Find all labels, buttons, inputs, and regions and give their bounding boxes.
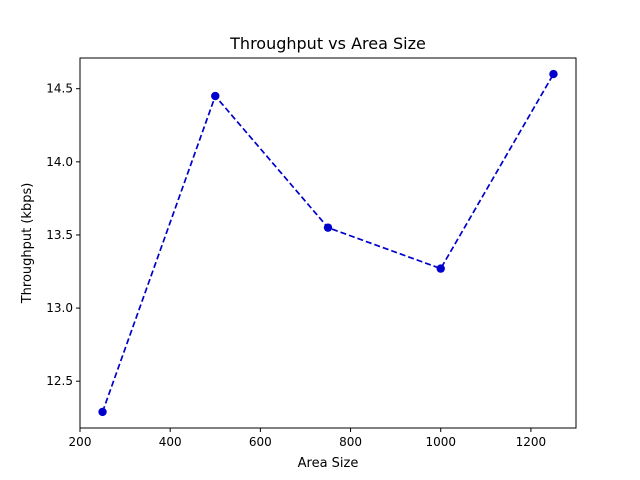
x-axis-label: Area Size: [298, 456, 359, 471]
y-axis-label: Throughput (kbps): [20, 183, 35, 305]
data-point-marker: [323, 223, 333, 232]
plot-area: 200 400 600 800 1000 1200 12.5 13.0 13.5 14.0 14.…: [46, 57, 577, 449]
y-tick-label: 14.0: [46, 155, 73, 169]
y-tick-label: 13.0: [46, 301, 73, 315]
data-point-marker: [549, 69, 558, 79]
plot-frame: [79, 57, 577, 429]
y-tick-label: 13.5: [46, 228, 73, 242]
data-point-marker: [436, 264, 445, 273]
series-layer: [98, 69, 558, 417]
y-axis-ticks: 12.5 13.0 13.5 14.0 14.5: [46, 82, 80, 388]
y-tick-label: 12.5: [46, 374, 73, 388]
x-tick-label: 800: [339, 435, 362, 449]
x-tick-label: 200: [69, 435, 92, 449]
x-tick-label: 1200: [516, 435, 547, 449]
x-tick-label: 600: [249, 435, 272, 449]
y-tick-label: 14.5: [46, 82, 73, 96]
data-point-marker: [98, 407, 107, 417]
x-tick-label: 400: [159, 435, 182, 449]
x-tick-label: 1000: [425, 435, 456, 449]
x-axis-ticks: 200 400 600 800 1000 1200: [69, 428, 547, 449]
data-point-marker: [211, 91, 220, 101]
series-line: [101, 73, 555, 413]
chart-title: Throughput vs Area Size: [229, 34, 426, 53]
